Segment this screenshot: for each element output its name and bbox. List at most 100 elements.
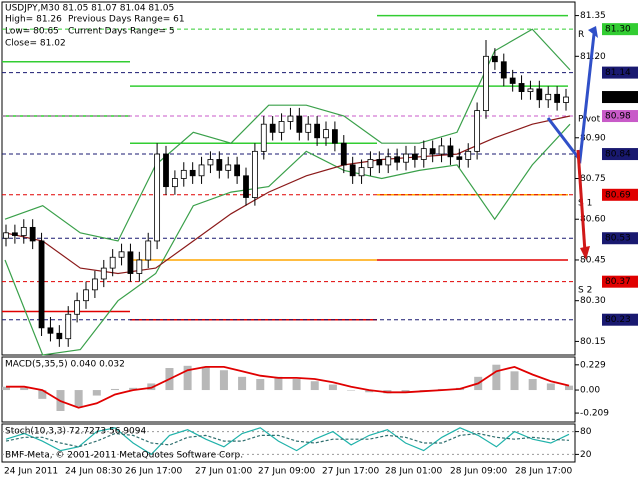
candle-body [180, 169, 187, 179]
macd-bar [292, 379, 301, 391]
overlay-line [4, 123, 571, 356]
candle-body [171, 178, 178, 188]
candle-body [20, 226, 27, 236]
x-tick-label: 24 Jun 08:30 [65, 467, 122, 477]
candle-body [154, 153, 161, 242]
macd-bar [328, 384, 337, 391]
candle-body [349, 164, 356, 177]
y-tick-label: 20 [580, 450, 592, 460]
arrowhead [588, 26, 598, 38]
candle-body [340, 142, 347, 166]
level-label: 80.84 [605, 150, 631, 160]
candle-body [358, 167, 365, 177]
macd-bar [546, 383, 555, 391]
candle-body [260, 123, 267, 152]
candle-body [269, 123, 276, 133]
macd-bar [2, 386, 10, 391]
x-tick-label: 28 Jun 01:00 [385, 467, 442, 477]
candle-body [127, 251, 134, 274]
candle-body [483, 55, 489, 112]
candle-body [527, 88, 534, 93]
pivot-label: S 2 [578, 285, 592, 295]
macd-bar [310, 381, 319, 391]
candle-body [234, 164, 241, 177]
macd-bar [274, 376, 283, 391]
candle-body [403, 153, 409, 163]
candle-body [456, 156, 463, 160]
level-label: 81.14 [605, 68, 631, 78]
macd-title: MACD(5,35,5) 0.040 0.032 [5, 360, 125, 370]
x-tick-label: 24 Jun 2011 [4, 467, 58, 477]
candle-body [47, 327, 54, 334]
arrowhead [580, 246, 590, 260]
macd-signal [6, 365, 570, 409]
macd-bar [74, 390, 83, 407]
candle-body [136, 259, 143, 274]
x-tick-label: 28 Jun 09:00 [450, 467, 507, 477]
level-box [602, 110, 638, 123]
annotation: Previous Days Range= 61 [68, 15, 185, 25]
stoch-title: Stoch(10,3,3) 72.7273 56.9094 [5, 427, 146, 437]
macd-bar [92, 390, 101, 396]
candle-body [163, 153, 169, 188]
candle-body [305, 123, 312, 133]
level-label: 80.69 [605, 190, 631, 200]
x-tick-label: 27 Jun 01:00 [195, 467, 252, 477]
macd-bar [510, 371, 519, 391]
level-label: 81.30 [605, 25, 631, 35]
y-tick-label: 80.45 [580, 255, 606, 265]
macd-bar [20, 387, 29, 391]
macd-bar [219, 370, 228, 391]
macd-bar [256, 379, 265, 391]
candle-body [287, 115, 294, 122]
candle-body [145, 240, 152, 261]
macd-bar [365, 390, 374, 393]
candle-body [91, 278, 98, 291]
level-box [602, 188, 638, 201]
stoch-signal [5, 432, 570, 448]
overlay-line [4, 28, 571, 242]
y-tick-label: 80 [580, 427, 592, 437]
candle-body [438, 145, 445, 155]
candle-body [118, 251, 125, 258]
candle-body [83, 289, 89, 302]
x-tick-label: 27 Jun 17:00 [322, 467, 379, 477]
annotation: High= 81.26 [5, 15, 62, 25]
candle-body [100, 267, 107, 280]
copyright: BMF-Meta, © 2001-2011 MetaQuotes Softwar… [5, 451, 243, 461]
candle-body [411, 153, 418, 160]
candle-body [225, 164, 232, 171]
candle-body [216, 159, 223, 171]
candle-body [38, 240, 45, 329]
macd-bar [565, 385, 573, 391]
candle-body [198, 164, 205, 177]
macd-bar [110, 388, 119, 391]
candle-body [323, 129, 329, 139]
macd-bar [183, 365, 192, 391]
macd-bar [201, 366, 210, 391]
y-tick-label: 80.30 [580, 296, 606, 306]
candle-body [243, 175, 249, 198]
candle-body [394, 156, 401, 163]
candle-body [385, 156, 392, 166]
candle-body [296, 115, 303, 133]
candle-body [491, 55, 498, 63]
candle-body [29, 226, 36, 242]
x-tick-label: 28 Jun 17:00 [515, 467, 572, 477]
candle-body [3, 232, 9, 239]
annotation: Current Days Range= 5 [68, 27, 175, 37]
macd-bar [238, 376, 247, 391]
annotation: Close= 81.02 [5, 39, 66, 49]
stoch-panel-frame [1, 423, 576, 463]
macd-bar [38, 390, 47, 399]
y-tick-label: 80.15 [580, 337, 606, 347]
marks: 81.35 81.20 80.90 80.75 80.60 80.45 80.30 80.15… [2, 11, 638, 477]
last-price-label: 81.05 [605, 93, 631, 103]
candle-body [429, 148, 436, 155]
level-box [602, 275, 638, 288]
candle-body [376, 159, 383, 166]
candle-body [56, 332, 63, 340]
level-label: 80.37 [605, 277, 631, 287]
